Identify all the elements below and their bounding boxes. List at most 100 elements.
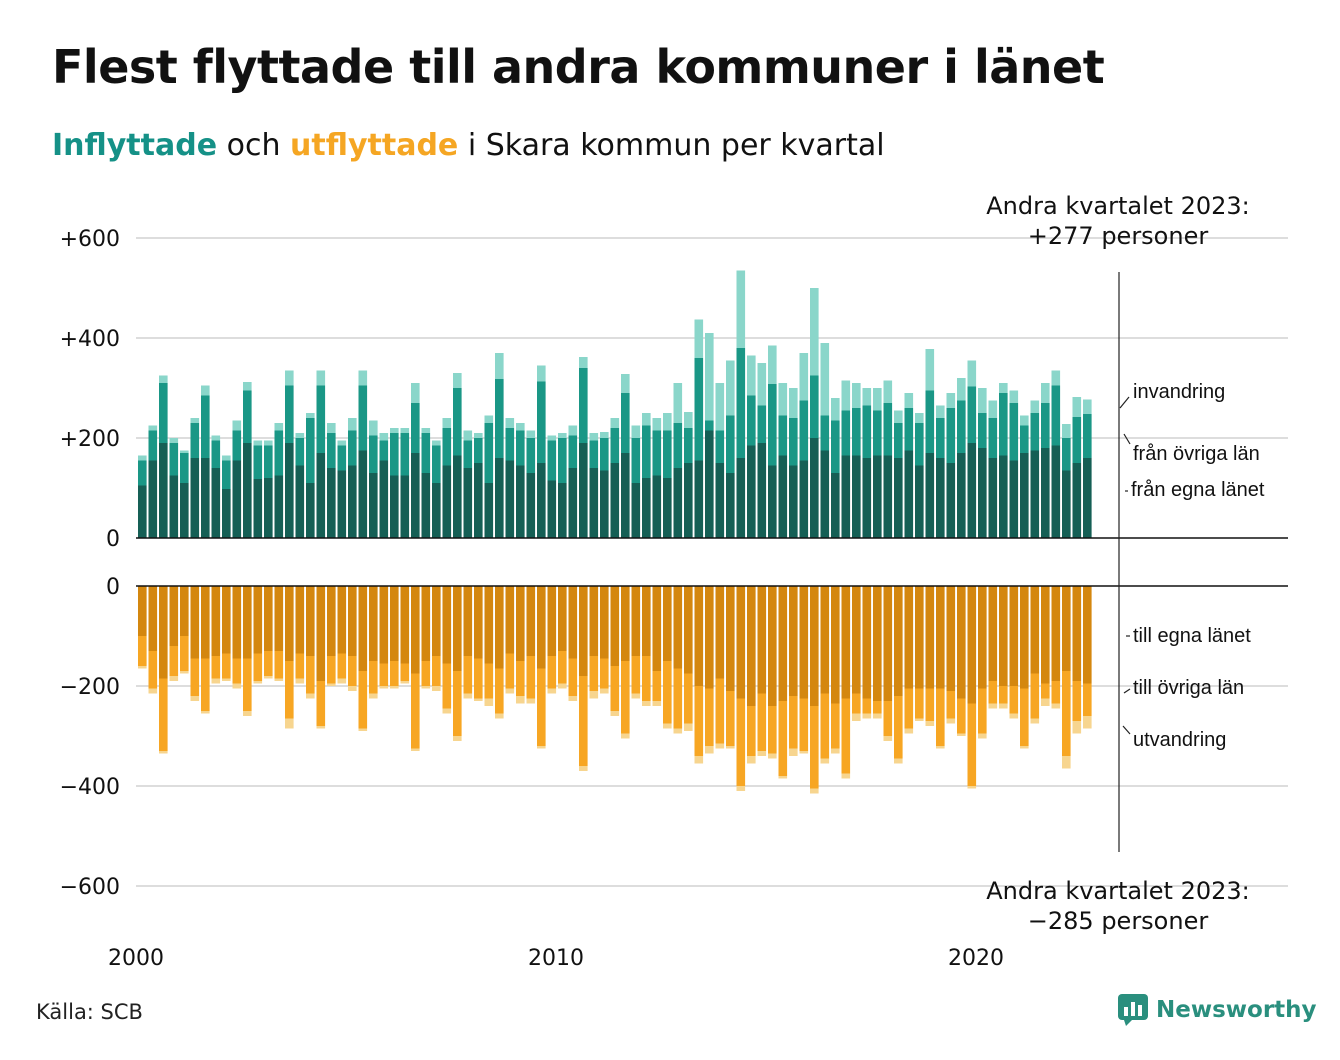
- bar-in-egna-lanet: [810, 438, 819, 538]
- bar-out-ovriga-lan: [579, 676, 588, 766]
- bar-in-invandring: [1072, 397, 1082, 417]
- bar-in-ovriga-lan: [705, 420, 714, 431]
- bar-in-ovriga-lan: [316, 385, 326, 453]
- label-fran-egna-lanet: från egna länet: [1131, 479, 1265, 501]
- bar-out-egna-lanet: [673, 586, 683, 669]
- bar-out-ovriga-lan: [852, 693, 861, 714]
- bar-out-egna-lanet: [936, 586, 945, 689]
- bar-in-egna-lanet: [705, 430, 714, 538]
- bar-in-invandring: [789, 388, 798, 418]
- chart-icon: [1118, 994, 1148, 1026]
- bar-in-ovriga-lan: [1020, 425, 1029, 453]
- bar-in-ovriga-lan: [379, 440, 389, 461]
- bar-out-egna-lanet: [652, 586, 662, 671]
- bar-in-ovriga-lan: [201, 395, 210, 458]
- bar-in-invandring: [463, 430, 473, 441]
- bar-out-utvandring: [1009, 713, 1019, 719]
- bar-in-invandring: [579, 357, 588, 368]
- bar-in-egna-lanet: [495, 458, 504, 538]
- label-fran-ovriga-lan: från övriga län: [1133, 443, 1260, 465]
- bar-in-ovriga-lan: [432, 445, 441, 483]
- bar-out-utvandring: [253, 681, 263, 684]
- bar-in-ovriga-lan: [799, 400, 809, 461]
- subtitle-in-word: Inflyttade: [52, 128, 218, 163]
- bar-in-invandring: [747, 355, 756, 396]
- bar-in-egna-lanet: [516, 465, 525, 538]
- bar-in-ovriga-lan: [148, 430, 158, 461]
- bar-out-egna-lanet: [190, 586, 200, 659]
- bar-out-egna-lanet: [663, 586, 672, 661]
- chart-title: Flest flyttade till andra kommuner i län…: [52, 40, 1105, 94]
- bar-out-ovriga-lan: [946, 691, 956, 719]
- bar-in-egna-lanet: [768, 465, 777, 538]
- bar-out-utvandring: [915, 718, 924, 721]
- bar-out-egna-lanet: [558, 586, 567, 651]
- y-tick-label: 0: [106, 575, 120, 600]
- bar-in-invandring: [411, 383, 420, 403]
- subtitle-and: och: [226, 128, 281, 163]
- bar-in-invandring: [978, 388, 987, 413]
- bar-out-egna-lanet: [243, 586, 252, 659]
- bar-out-ovriga-lan: [505, 653, 515, 689]
- bar-in-ovriga-lan: [159, 383, 168, 443]
- bar-out-utvandring: [453, 736, 462, 741]
- bar-out-ovriga-lan: [600, 658, 609, 689]
- bar-in-invandring: [988, 400, 998, 418]
- bar-out-ovriga-lan: [757, 693, 767, 751]
- bar-out-ovriga-lan: [1030, 673, 1040, 719]
- bar-out-ovriga-lan: [789, 696, 798, 749]
- bar-in-egna-lanet: [1041, 448, 1050, 538]
- bar-in-invandring: [925, 349, 935, 391]
- bar-out-ovriga-lan: [568, 658, 578, 696]
- bar-in-ovriga-lan: [831, 420, 840, 473]
- bar-in-invandring: [631, 425, 641, 438]
- bar-out-egna-lanet: [631, 586, 641, 656]
- bar-out-utvandring: [432, 686, 441, 691]
- bar-out-utvandring: [369, 693, 378, 699]
- bar-in-invandring: [694, 319, 704, 358]
- bar-out-utvandring: [852, 713, 861, 721]
- bar-out-utvandring: [925, 721, 935, 726]
- bar-in-invandring: [243, 382, 252, 391]
- bar-in-ovriga-lan: [537, 381, 546, 463]
- label-utvandring: utvandring: [1133, 729, 1226, 751]
- bar-in-invandring: [358, 370, 368, 386]
- bar-out-ovriga-lan: [432, 656, 441, 686]
- bar-in-invandring: [327, 423, 336, 433]
- bar-in-egna-lanet: [264, 478, 273, 538]
- bar-in-ovriga-lan: [495, 379, 504, 458]
- bar-in-ovriga-lan: [274, 430, 284, 476]
- bar-in-egna-lanet: [621, 453, 630, 538]
- bar-in-invandring: [673, 383, 683, 423]
- bar-out-utvandring: [873, 713, 882, 719]
- bar-in-ovriga-lan: [442, 428, 452, 466]
- bar-out-egna-lanet: [211, 586, 221, 656]
- bar-in-egna-lanet: [1062, 470, 1071, 538]
- bar-out-egna-lanet: [379, 586, 389, 664]
- bar-in-ovriga-lan: [138, 460, 147, 486]
- bar-in-invandring: [873, 388, 882, 411]
- bar-out-utvandring: [474, 698, 483, 701]
- bar-out-ovriga-lan: [190, 658, 200, 696]
- bar-in-egna-lanet: [348, 465, 357, 538]
- bar-in-invandring: [684, 412, 693, 428]
- bar-in-ovriga-lan: [348, 430, 357, 466]
- bar-out-utvandring: [495, 713, 504, 719]
- bar-out-utvandring: [810, 788, 819, 794]
- bar-in-ovriga-lan: [999, 393, 1008, 456]
- bar-out-egna-lanet: [1083, 586, 1092, 684]
- bar-out-ovriga-lan: [474, 658, 483, 699]
- bar-out-egna-lanet: [411, 586, 420, 674]
- bar-in-ovriga-lan: [621, 393, 630, 453]
- bar-in-invandring: [642, 413, 651, 426]
- bar-out-egna-lanet: [684, 586, 693, 674]
- bar-out-ovriga-lan: [369, 661, 378, 694]
- bar-out-egna-lanet: [736, 586, 746, 699]
- bar-out-ovriga-lan: [673, 668, 683, 729]
- bar-in-invandring: [516, 423, 525, 431]
- bar-out-utvandring: [232, 683, 242, 689]
- bar-in-ovriga-lan: [894, 423, 903, 458]
- source-note: Källa: SCB: [36, 1000, 143, 1024]
- bar-in-egna-lanet: [358, 450, 368, 538]
- bar-out-ovriga-lan: [694, 686, 704, 756]
